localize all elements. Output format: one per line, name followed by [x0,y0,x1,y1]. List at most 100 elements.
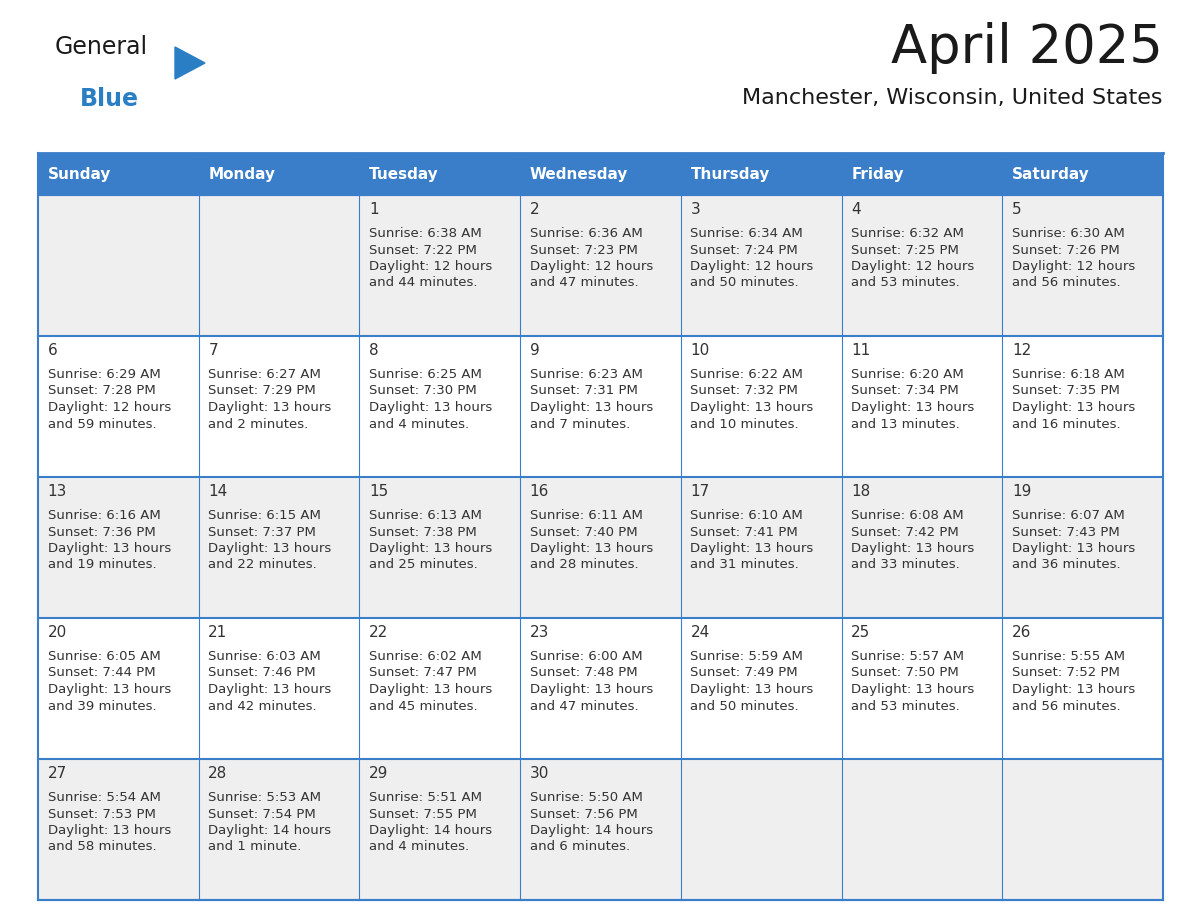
Bar [1003,759,1163,900]
Bar [198,477,360,618]
Text: 22: 22 [369,625,388,640]
Text: Sunday: Sunday [48,166,110,182]
Text: Sunrise: 5:50 AM
Sunset: 7:56 PM
Daylight: 14 hours
and 6 minutes.: Sunrise: 5:50 AM Sunset: 7:56 PM Dayligh… [530,791,653,854]
Text: 1: 1 [369,202,379,217]
Text: 23: 23 [530,625,549,640]
Text: 21: 21 [208,625,228,640]
Bar [360,618,520,759]
Text: Monday: Monday [208,166,276,182]
Text: Sunrise: 6:27 AM
Sunset: 7:29 PM
Daylight: 13 hours
and 2 minutes.: Sunrise: 6:27 AM Sunset: 7:29 PM Dayligh… [208,368,331,431]
Text: Sunrise: 6:18 AM
Sunset: 7:35 PM
Daylight: 13 hours
and 16 minutes.: Sunrise: 6:18 AM Sunset: 7:35 PM Dayligh… [1012,368,1136,431]
Text: Thursday: Thursday [690,166,770,182]
Text: Blue: Blue [80,87,139,111]
Bar [520,759,681,900]
Text: 10: 10 [690,343,709,358]
Text: Sunrise: 5:57 AM
Sunset: 7:50 PM
Daylight: 13 hours
and 53 minutes.: Sunrise: 5:57 AM Sunset: 7:50 PM Dayligh… [852,650,974,712]
Text: Sunrise: 6:34 AM
Sunset: 7:24 PM
Daylight: 12 hours
and 50 minutes.: Sunrise: 6:34 AM Sunset: 7:24 PM Dayligh… [690,227,814,289]
Text: 9: 9 [530,343,539,358]
Text: 5: 5 [1012,202,1022,217]
Text: Sunrise: 6:10 AM
Sunset: 7:41 PM
Daylight: 13 hours
and 31 minutes.: Sunrise: 6:10 AM Sunset: 7:41 PM Dayligh… [690,509,814,572]
Bar [1003,153,1163,195]
Text: Sunrise: 6:13 AM
Sunset: 7:38 PM
Daylight: 13 hours
and 25 minutes.: Sunrise: 6:13 AM Sunset: 7:38 PM Dayligh… [369,509,492,572]
Text: Sunrise: 5:55 AM
Sunset: 7:52 PM
Daylight: 13 hours
and 56 minutes.: Sunrise: 5:55 AM Sunset: 7:52 PM Dayligh… [1012,650,1136,712]
Text: Sunrise: 6:30 AM
Sunset: 7:26 PM
Daylight: 12 hours
and 56 minutes.: Sunrise: 6:30 AM Sunset: 7:26 PM Dayligh… [1012,227,1136,289]
Text: Sunrise: 6:11 AM
Sunset: 7:40 PM
Daylight: 13 hours
and 28 minutes.: Sunrise: 6:11 AM Sunset: 7:40 PM Dayligh… [530,509,653,572]
Text: Sunrise: 5:54 AM
Sunset: 7:53 PM
Daylight: 13 hours
and 58 minutes.: Sunrise: 5:54 AM Sunset: 7:53 PM Dayligh… [48,791,171,854]
Bar [38,759,198,900]
Bar [1003,477,1163,618]
Text: Sunrise: 6:32 AM
Sunset: 7:25 PM
Daylight: 12 hours
and 53 minutes.: Sunrise: 6:32 AM Sunset: 7:25 PM Dayligh… [852,227,974,289]
Text: Sunrise: 6:08 AM
Sunset: 7:42 PM
Daylight: 13 hours
and 33 minutes.: Sunrise: 6:08 AM Sunset: 7:42 PM Dayligh… [852,509,974,572]
Text: Sunrise: 6:03 AM
Sunset: 7:46 PM
Daylight: 13 hours
and 42 minutes.: Sunrise: 6:03 AM Sunset: 7:46 PM Dayligh… [208,650,331,712]
Text: Sunrise: 6:38 AM
Sunset: 7:22 PM
Daylight: 12 hours
and 44 minutes.: Sunrise: 6:38 AM Sunset: 7:22 PM Dayligh… [369,227,492,289]
Bar [38,477,198,618]
Text: 11: 11 [852,343,871,358]
Text: Manchester, Wisconsin, United States: Manchester, Wisconsin, United States [742,88,1163,108]
Text: 6: 6 [48,343,57,358]
Bar [520,618,681,759]
Bar [198,759,360,900]
Text: Sunrise: 6:23 AM
Sunset: 7:31 PM
Daylight: 13 hours
and 7 minutes.: Sunrise: 6:23 AM Sunset: 7:31 PM Dayligh… [530,368,653,431]
Bar [360,759,520,900]
Text: Sunrise: 6:20 AM
Sunset: 7:34 PM
Daylight: 13 hours
and 13 minutes.: Sunrise: 6:20 AM Sunset: 7:34 PM Dayligh… [852,368,974,431]
Text: Sunrise: 5:59 AM
Sunset: 7:49 PM
Daylight: 13 hours
and 50 minutes.: Sunrise: 5:59 AM Sunset: 7:49 PM Dayligh… [690,650,814,712]
Bar [198,618,360,759]
Text: Sunrise: 6:15 AM
Sunset: 7:37 PM
Daylight: 13 hours
and 22 minutes.: Sunrise: 6:15 AM Sunset: 7:37 PM Dayligh… [208,509,331,572]
Bar [1003,618,1163,759]
Bar [520,336,681,477]
Bar [38,618,198,759]
Text: 13: 13 [48,484,67,499]
Bar [38,153,198,195]
Text: Sunrise: 5:51 AM
Sunset: 7:55 PM
Daylight: 14 hours
and 4 minutes.: Sunrise: 5:51 AM Sunset: 7:55 PM Dayligh… [369,791,492,854]
Bar [841,336,1003,477]
Text: Sunrise: 6:36 AM
Sunset: 7:23 PM
Daylight: 12 hours
and 47 minutes.: Sunrise: 6:36 AM Sunset: 7:23 PM Dayligh… [530,227,653,289]
Bar [360,153,520,195]
Polygon shape [175,47,206,79]
Text: 24: 24 [690,625,709,640]
Bar [681,336,841,477]
Bar [360,477,520,618]
Text: 4: 4 [852,202,861,217]
Text: 19: 19 [1012,484,1031,499]
Bar [841,759,1003,900]
Bar [681,195,841,336]
Text: Friday: Friday [852,166,904,182]
Text: 12: 12 [1012,343,1031,358]
Text: 2: 2 [530,202,539,217]
Bar [520,195,681,336]
Bar [681,618,841,759]
Bar [360,195,520,336]
Text: 28: 28 [208,766,228,781]
Bar [198,195,360,336]
Text: 17: 17 [690,484,709,499]
Bar [38,195,198,336]
Text: Tuesday: Tuesday [369,166,438,182]
Bar [841,618,1003,759]
Bar [198,336,360,477]
Text: 27: 27 [48,766,67,781]
Text: 20: 20 [48,625,67,640]
Bar [38,336,198,477]
Bar [520,153,681,195]
Text: Sunrise: 6:25 AM
Sunset: 7:30 PM
Daylight: 13 hours
and 4 minutes.: Sunrise: 6:25 AM Sunset: 7:30 PM Dayligh… [369,368,492,431]
Bar [841,153,1003,195]
Text: 3: 3 [690,202,700,217]
Bar [1003,336,1163,477]
Bar [520,477,681,618]
Text: Sunrise: 6:22 AM
Sunset: 7:32 PM
Daylight: 13 hours
and 10 minutes.: Sunrise: 6:22 AM Sunset: 7:32 PM Dayligh… [690,368,814,431]
Text: Saturday: Saturday [1012,166,1089,182]
Text: Wednesday: Wednesday [530,166,628,182]
Text: Sunrise: 6:00 AM
Sunset: 7:48 PM
Daylight: 13 hours
and 47 minutes.: Sunrise: 6:00 AM Sunset: 7:48 PM Dayligh… [530,650,653,712]
Text: 15: 15 [369,484,388,499]
Bar [681,153,841,195]
Text: Sunrise: 6:16 AM
Sunset: 7:36 PM
Daylight: 13 hours
and 19 minutes.: Sunrise: 6:16 AM Sunset: 7:36 PM Dayligh… [48,509,171,572]
Text: 25: 25 [852,625,871,640]
Text: 7: 7 [208,343,217,358]
Bar [681,759,841,900]
Text: General: General [55,35,148,59]
Text: Sunrise: 6:29 AM
Sunset: 7:28 PM
Daylight: 12 hours
and 59 minutes.: Sunrise: 6:29 AM Sunset: 7:28 PM Dayligh… [48,368,171,431]
Text: April 2025: April 2025 [891,22,1163,74]
Bar [841,195,1003,336]
Text: Sunrise: 5:53 AM
Sunset: 7:54 PM
Daylight: 14 hours
and 1 minute.: Sunrise: 5:53 AM Sunset: 7:54 PM Dayligh… [208,791,331,854]
Text: 30: 30 [530,766,549,781]
